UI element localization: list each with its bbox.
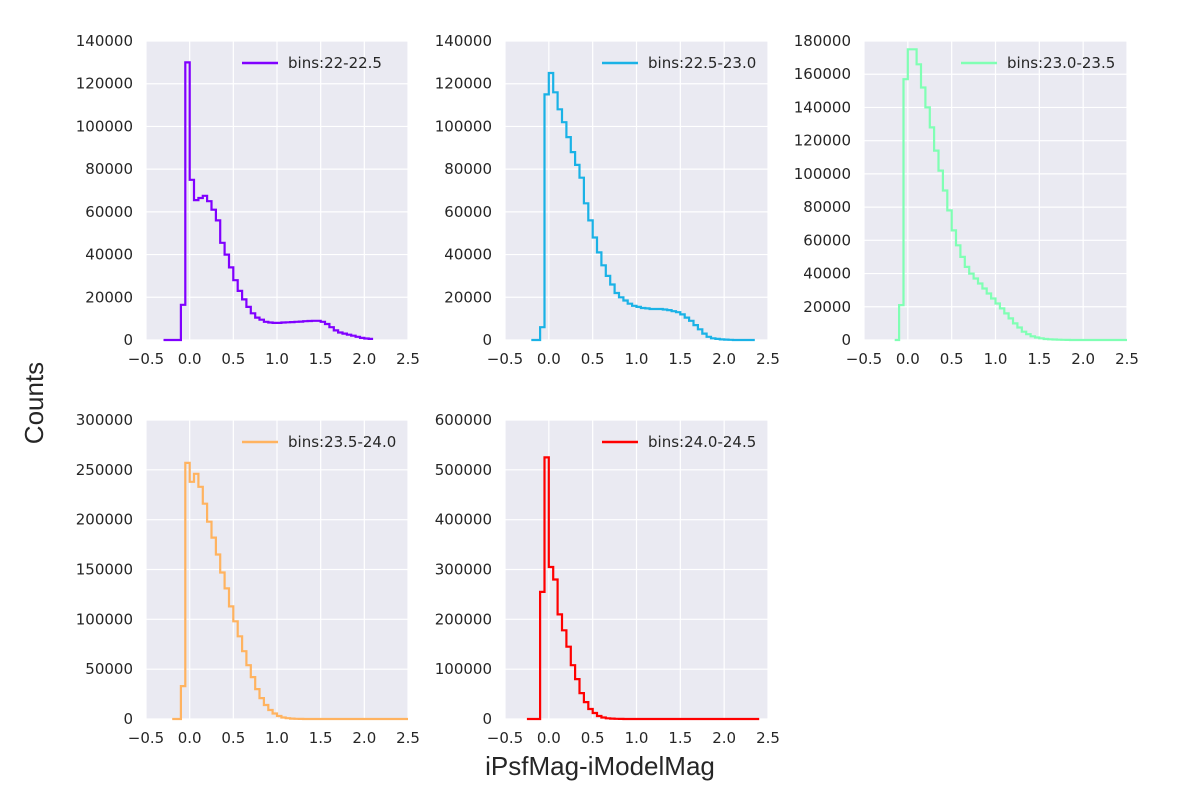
x-tick-label: −0.5 <box>128 350 164 368</box>
histogram-panel-2: −0.5 0.0 0.5 1.0 1.5 2.0 2.5 0 20000 40000 60000 80… <box>435 32 780 368</box>
x-tick-label: 1.0 <box>625 350 649 368</box>
x-tick-label: 0.5 <box>221 729 245 747</box>
x-tick-label: 0.0 <box>537 729 561 747</box>
y-tick-label: 180000 <box>794 32 851 50</box>
y-tick-label: 150000 <box>76 561 133 579</box>
y-tick-label: 0 <box>841 331 851 349</box>
x-tick-label: 0.5 <box>940 350 964 368</box>
y-tick-label: 0 <box>482 331 492 349</box>
x-tick-label: 2.5 <box>396 350 420 368</box>
histogram-panel-3: −0.5 0.0 0.5 1.0 1.5 2.0 2.5 0 20000 40000 60000 80… <box>794 32 1139 368</box>
x-tick-label: 0.5 <box>581 350 605 368</box>
legend-label: bins:23.0-23.5 <box>1007 54 1115 72</box>
y-tick-label: 40000 <box>803 265 851 283</box>
figure-y-label: Counts <box>19 362 49 444</box>
legend-label: bins:22.5-23.0 <box>648 54 756 72</box>
x-tick-label: 1.5 <box>668 729 692 747</box>
legend-label: bins:24.0-24.5 <box>648 433 756 451</box>
y-tick-label: 80000 <box>444 160 492 178</box>
y-tick-label: 100000 <box>76 610 133 628</box>
histogram-series-line <box>172 461 408 721</box>
y-tick-label: 40000 <box>444 246 492 264</box>
y-tick-label: 20000 <box>803 298 851 316</box>
figure-x-label: iPsfMag-iModelMag <box>485 751 715 781</box>
x-tick-label: 1.0 <box>265 350 289 368</box>
y-tick-label: 400000 <box>435 511 492 529</box>
x-tick-label: 2.0 <box>1071 350 1095 368</box>
histogram-series-line <box>894 48 1127 342</box>
x-tick-label: 2.5 <box>756 350 780 368</box>
x-tick-label: −0.5 <box>487 350 523 368</box>
histogram-series-line <box>531 71 755 342</box>
legend-label: bins:22-22.5 <box>288 54 382 72</box>
y-tick-label: 20000 <box>444 288 492 306</box>
x-tick-label: 2.0 <box>352 729 376 747</box>
x-tick-label: 1.0 <box>265 729 289 747</box>
x-tick-label: 2.0 <box>712 729 736 747</box>
y-tick-label: 60000 <box>444 203 492 221</box>
y-tick-label: 0 <box>123 710 133 728</box>
x-tick-label: 0.5 <box>221 350 245 368</box>
x-tick-label: 1.5 <box>668 350 692 368</box>
y-tick-label: 200000 <box>76 511 133 529</box>
histogram-series-line <box>163 61 374 342</box>
y-tick-label: 600000 <box>435 411 492 429</box>
x-tick-label: 2.5 <box>1115 350 1139 368</box>
y-tick-label: 0 <box>482 710 492 728</box>
x-tick-label: 2.0 <box>712 350 736 368</box>
y-tick-label: 0 <box>123 331 133 349</box>
y-tick-label: 100000 <box>794 165 851 183</box>
y-tick-label: 200000 <box>435 610 492 628</box>
y-tick-label: 100000 <box>435 660 492 678</box>
y-tick-label: 120000 <box>794 132 851 150</box>
x-tick-label: 0.0 <box>896 350 920 368</box>
y-tick-label: 120000 <box>76 75 133 93</box>
x-tick-label: 2.0 <box>352 350 376 368</box>
y-tick-label: 250000 <box>76 461 133 479</box>
y-tick-label: 60000 <box>803 231 851 249</box>
y-tick-label: 140000 <box>76 32 133 50</box>
y-tick-label: 120000 <box>435 75 492 93</box>
y-tick-label: 300000 <box>76 411 133 429</box>
histogram-panel-5: −0.5 0.0 0.5 1.0 1.5 2.0 2.5 0 100000 200000 30000… <box>435 411 780 747</box>
y-tick-label: 50000 <box>85 660 133 678</box>
histogram-panel-1: −0.5 0.0 0.5 1.0 1.5 2.0 2.5 0 20000 40000 60000 80… <box>76 32 420 368</box>
y-tick-label: 20000 <box>85 288 133 306</box>
y-tick-label: 100000 <box>76 117 133 135</box>
x-tick-label: 0.0 <box>178 350 202 368</box>
y-tick-label: 60000 <box>85 203 133 221</box>
y-tick-label: 140000 <box>794 98 851 116</box>
histogram-series-line <box>526 456 760 721</box>
x-tick-label: 1.0 <box>984 350 1008 368</box>
y-tick-label: 80000 <box>803 198 851 216</box>
y-tick-label: 300000 <box>435 561 492 579</box>
y-tick-label: 80000 <box>85 160 133 178</box>
x-tick-label: 2.5 <box>756 729 780 747</box>
x-tick-label: 1.5 <box>1027 350 1051 368</box>
y-tick-label: 40000 <box>85 246 133 264</box>
x-tick-label: 1.5 <box>309 350 333 368</box>
x-tick-label: 1.0 <box>625 729 649 747</box>
x-tick-label: −0.5 <box>487 729 523 747</box>
x-tick-label: 0.5 <box>581 729 605 747</box>
histogram-panel-4: −0.5 0.0 0.5 1.0 1.5 2.0 2.5 0 50000 100000 150000… <box>76 411 420 747</box>
x-tick-label: −0.5 <box>128 729 164 747</box>
y-tick-label: 140000 <box>435 32 492 50</box>
x-tick-label: −0.5 <box>846 350 882 368</box>
y-tick-label: 100000 <box>435 117 492 135</box>
x-tick-label: 2.5 <box>396 729 420 747</box>
x-tick-label: 1.5 <box>309 729 333 747</box>
y-tick-label: 500000 <box>435 461 492 479</box>
x-tick-label: 0.0 <box>537 350 561 368</box>
x-tick-label: 0.0 <box>178 729 202 747</box>
y-tick-label: 160000 <box>794 65 851 83</box>
legend-label: bins:23.5-24.0 <box>288 433 396 451</box>
